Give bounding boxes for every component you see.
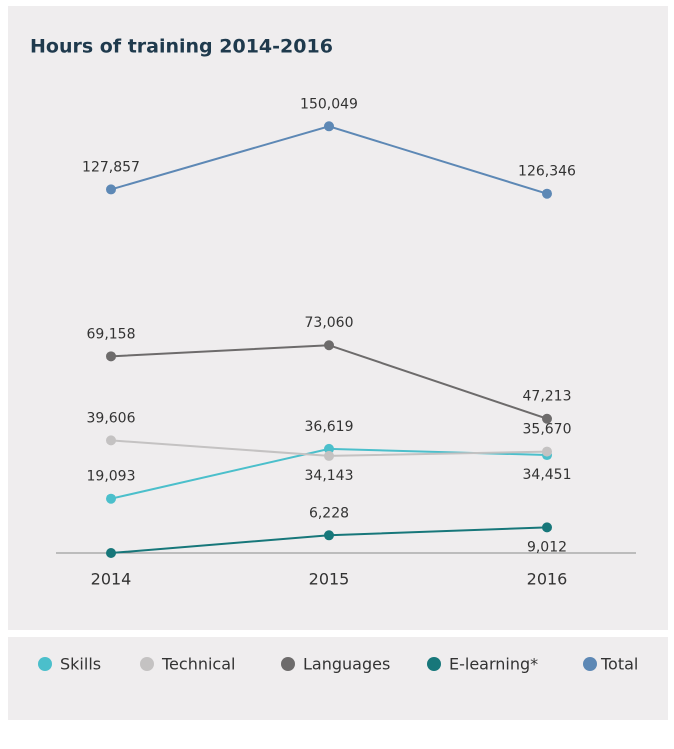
legend-label: Skills [60,655,101,674]
data-point [324,450,334,461]
data-label: 34,143 [305,468,354,484]
legend-label: E-learning* [449,655,538,674]
x-tick-label: 2015 [309,570,350,589]
data-label: 39,606 [87,410,136,426]
data-point [542,446,552,457]
data-point [106,351,116,362]
chart-title: Hours of training 2014-2016 [30,36,333,58]
x-tick-label: 2014 [91,570,132,589]
data-point [106,548,116,558]
legend-marker [427,657,441,671]
legend-marker [583,657,597,671]
data-label: 36,619 [305,419,354,435]
legend-label: Total [600,655,638,674]
data-label: 9,012 [527,539,567,555]
data-point [324,530,334,541]
data-label: 126,346 [518,164,576,180]
x-tick-label: 2016 [527,570,568,589]
legend-marker [38,657,52,671]
data-label: 35,670 [523,422,572,438]
legend-marker [281,657,295,671]
legend-label: Technical [161,655,235,674]
data-label: 47,213 [523,389,572,405]
data-label: 127,857 [82,159,140,175]
data-point [542,413,552,424]
data-label: 150,049 [300,96,358,112]
data-point [542,522,552,533]
legend-panel [8,637,668,720]
legend-marker [140,657,154,671]
data-point [106,435,116,446]
data-label: 69,158 [87,326,136,342]
chart-panel [8,6,668,630]
data-point [324,121,334,132]
data-label: 34,451 [523,467,572,483]
data-point [324,443,334,454]
data-point [324,340,334,351]
data-label: 73,060 [305,315,354,331]
data-label: 6,228 [309,505,349,521]
data-point [542,188,552,199]
data-label: 19,093 [87,469,136,485]
legend-label: Languages [303,655,390,674]
data-point [106,184,116,195]
data-point [106,493,116,504]
